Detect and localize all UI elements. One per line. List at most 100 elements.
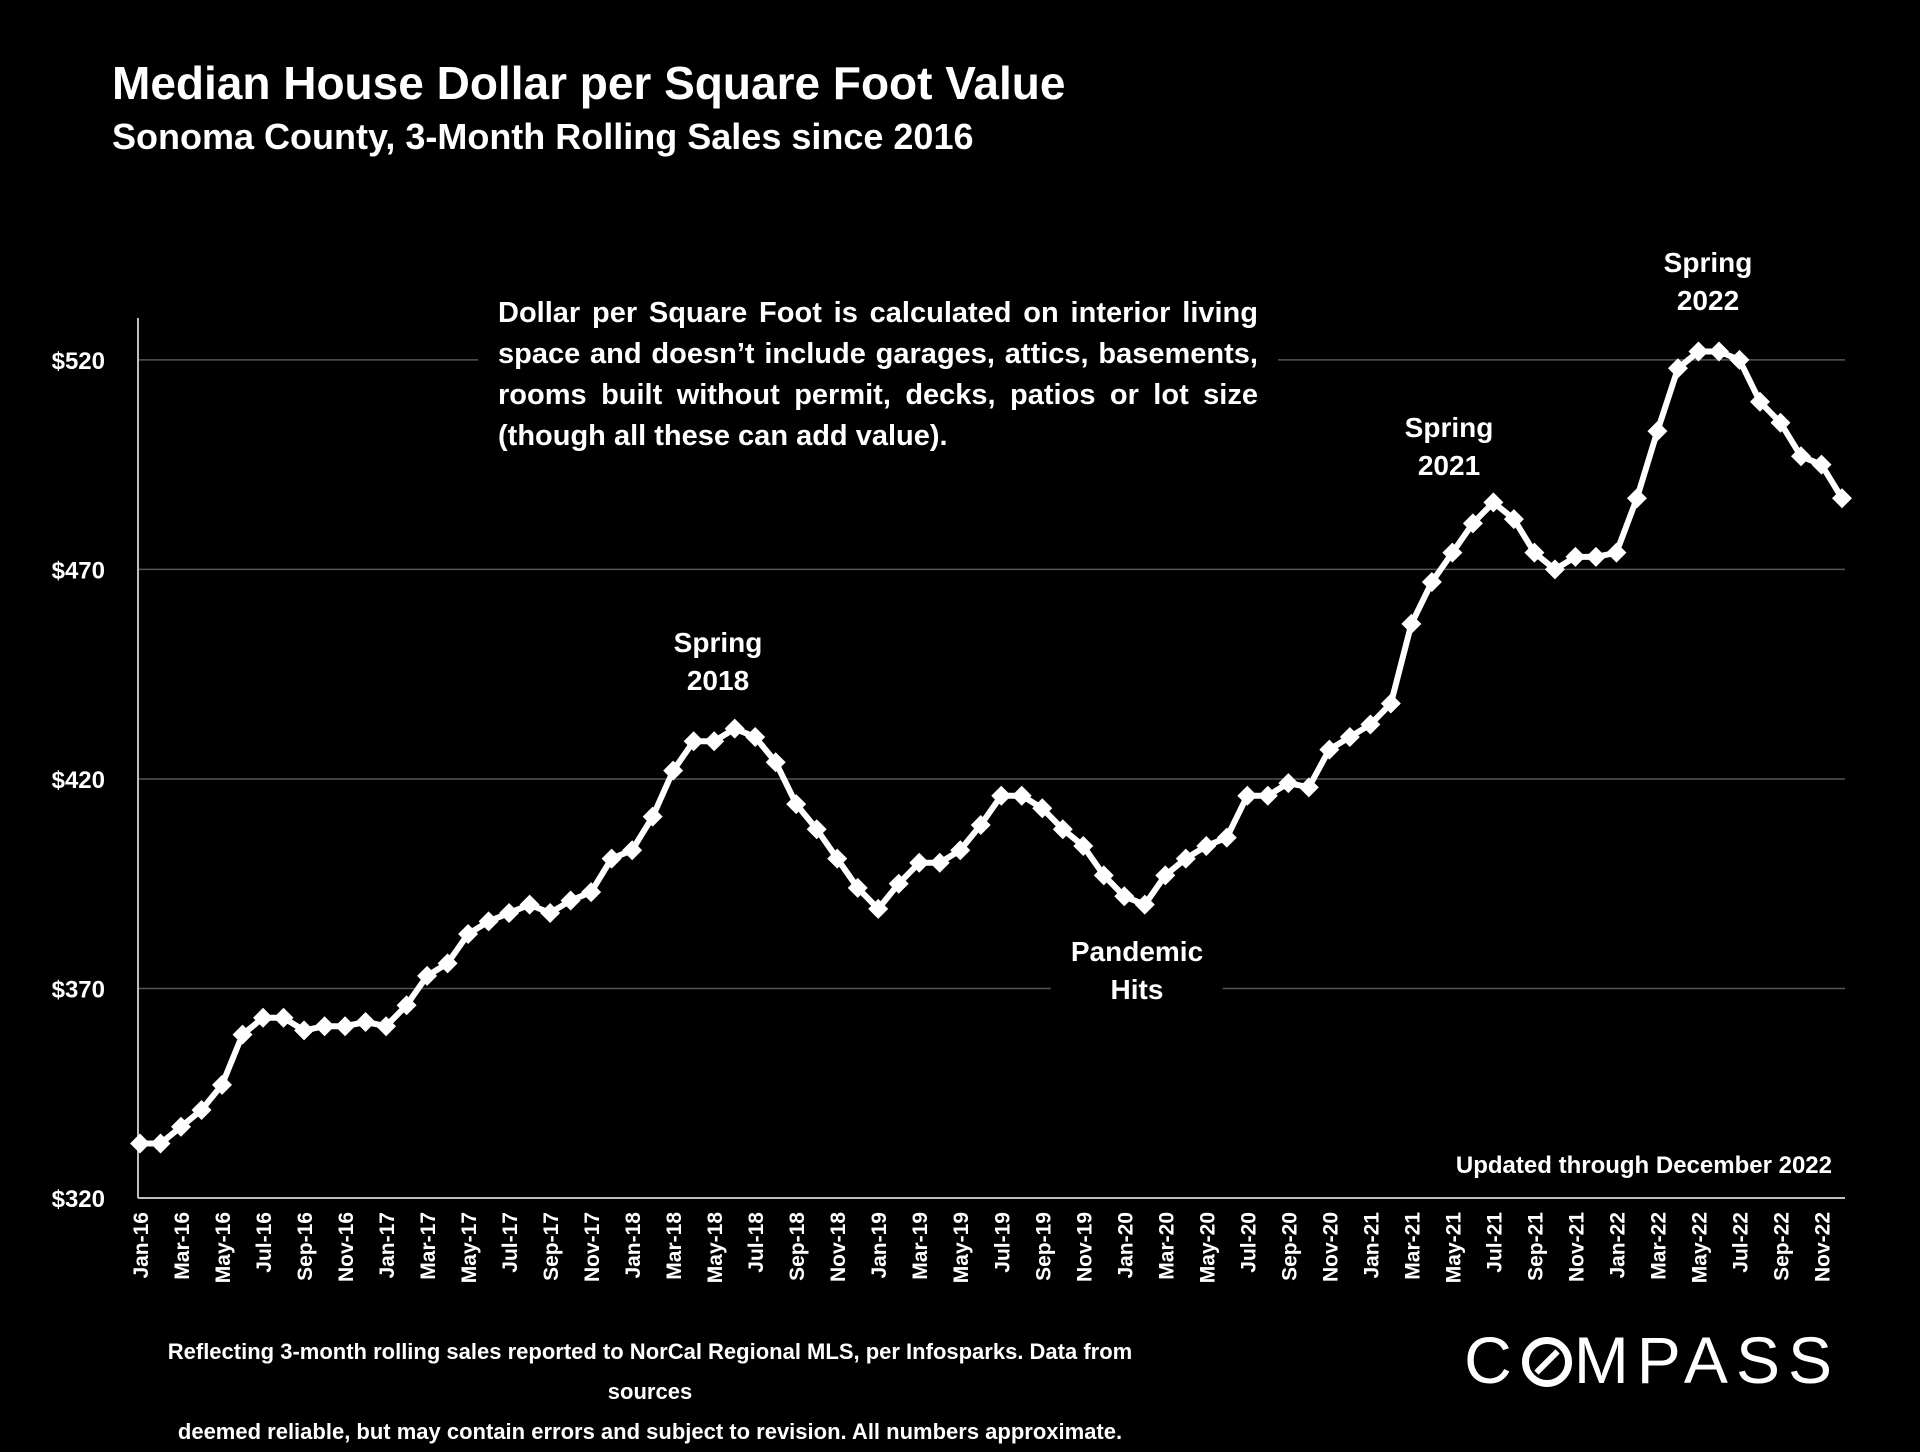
x-tick-label: Sep-18 (786, 1212, 809, 1281)
source-footnote: Reflecting 3-month rolling sales reporte… (150, 1332, 1150, 1452)
y-tick-label: $470 (52, 557, 105, 584)
data-point-marker (396, 995, 417, 1016)
data-point-marker (1257, 785, 1278, 806)
x-tick-label: Jan-21 (1360, 1212, 1383, 1279)
x-tick-label: Mar-21 (1401, 1212, 1424, 1280)
data-point-marker (1832, 488, 1852, 509)
annotation-spring-2021-line1: Spring (1404, 412, 1494, 443)
data-point-marker (806, 819, 827, 840)
data-point-marker (1544, 559, 1565, 580)
data-point-marker (970, 815, 991, 836)
x-tick-label: May-21 (1442, 1212, 1465, 1284)
data-point-marker (130, 1133, 150, 1154)
x-tick-label: Jan-19 (868, 1212, 891, 1279)
x-tick-label: Mar-19 (909, 1212, 932, 1280)
annotation-pandemic-line2: Hits (1110, 974, 1164, 1005)
y-tick-label: $320 (52, 1186, 105, 1213)
x-tick-label: Jan-17 (376, 1212, 399, 1279)
data-point-marker (540, 903, 561, 924)
data-point-marker (1134, 894, 1155, 915)
x-tick-label: May-18 (704, 1212, 727, 1284)
data-point-marker (437, 953, 458, 974)
data-point-marker (1339, 727, 1360, 748)
data-point-marker (355, 1012, 376, 1032)
data-point-marker (622, 840, 643, 861)
x-tick-label: Nov-18 (827, 1212, 850, 1282)
x-tick-label: Sep-17 (540, 1212, 563, 1281)
data-point-marker (1114, 886, 1135, 907)
series-line (140, 348, 1845, 1147)
data-point-marker (314, 1016, 335, 1037)
data-point-marker (1565, 546, 1586, 567)
y-axis-ticks: $320 $370 $420 $470 $520 (52, 348, 105, 1213)
data-point-marker (1380, 693, 1401, 714)
data-point-marker (745, 727, 766, 748)
data-point-marker (601, 848, 622, 869)
data-point-marker (294, 1020, 315, 1041)
x-tick-label: Jul-20 (1237, 1212, 1260, 1273)
annotation-pandemic-line1: Pandemic (1070, 936, 1204, 967)
x-tick-label: Sep-20 (1278, 1212, 1301, 1281)
data-point-marker (1237, 785, 1258, 806)
x-tick-label: Mar-20 (1155, 1212, 1178, 1280)
data-point-marker (1708, 341, 1729, 362)
x-tick-label: Sep-16 (294, 1212, 317, 1281)
data-point-marker (1421, 572, 1442, 592)
data-point-marker (1503, 509, 1524, 530)
compass-logo: C MPASS (1464, 1322, 1840, 1398)
x-tick-label: Sep-19 (1032, 1212, 1055, 1281)
data-point-marker (1216, 827, 1237, 848)
annotation-spring-2018-line2: 2018 (686, 665, 750, 696)
data-point-marker (1155, 865, 1176, 886)
x-tick-label: Jul-22 (1729, 1212, 1752, 1273)
data-point-marker (499, 903, 520, 924)
data-point-marker (704, 731, 725, 752)
data-point-marker (335, 1016, 356, 1037)
data-point-marker (1298, 777, 1319, 798)
x-axis-ticks: Jan-16 Mar-16 May-16 Jul-16 Sep-16 Nov-16 Jan-… (130, 1212, 1834, 1284)
x-tick-label: Jul-21 (1483, 1212, 1506, 1273)
annotation-spring-2022: Spring 2022 (1643, 244, 1773, 320)
x-tick-label: Sep-22 (1770, 1212, 1793, 1281)
data-point-marker (232, 1024, 253, 1045)
chart-title: Median House Dollar per Square Foot Valu… (112, 57, 1066, 109)
x-tick-label: Jul-19 (991, 1212, 1014, 1273)
data-point-marker (642, 806, 663, 827)
x-tick-label: Nov-19 (1073, 1212, 1096, 1282)
annotation-spring-2022-line1: Spring (1663, 247, 1753, 278)
data-point-marker (171, 1116, 192, 1137)
data-point-marker (519, 894, 540, 915)
data-point-marker (1667, 358, 1688, 379)
data-point-marker (1770, 412, 1791, 433)
data-point-marker (724, 718, 745, 739)
annotation-spring-2021: Spring 2021 (1384, 409, 1514, 485)
footnote-line-2: deemed reliable, but may contain errors … (177, 1419, 1123, 1444)
x-tick-label: May-22 (1688, 1212, 1711, 1283)
data-point-marker (1052, 819, 1073, 840)
data-point-marker (1278, 773, 1299, 794)
data-point-marker (1319, 739, 1340, 760)
data-point-marker (1011, 785, 1032, 806)
data-point-marker (1585, 546, 1606, 567)
x-tick-label: Mar-16 (171, 1212, 194, 1280)
annotation-spring-2021-line2: 2021 (1417, 450, 1481, 481)
annotation-spring-2022-line2: 2022 (1676, 285, 1740, 316)
data-point-marker (827, 848, 848, 869)
data-point-marker (909, 852, 930, 873)
data-point-marker (1196, 836, 1217, 856)
data-point-marker (663, 760, 684, 781)
x-tick-label: Jan-16 (130, 1212, 153, 1279)
logo-text-right: MPASS (1573, 1323, 1840, 1397)
data-point-marker (929, 852, 950, 873)
x-tick-label: Nov-21 (1565, 1212, 1588, 1282)
series-markers (130, 341, 1852, 1154)
data-point-marker (1626, 488, 1647, 509)
data-point-marker (1175, 848, 1196, 869)
data-point-marker (212, 1074, 233, 1095)
data-point-marker (1811, 454, 1832, 475)
updated-through-label: Updated through December 2022 (1455, 1152, 1832, 1179)
annotation-spring-2018-line1: Spring (673, 627, 763, 658)
x-tick-label: Jan-20 (1114, 1212, 1137, 1279)
data-point-marker (253, 1007, 274, 1028)
